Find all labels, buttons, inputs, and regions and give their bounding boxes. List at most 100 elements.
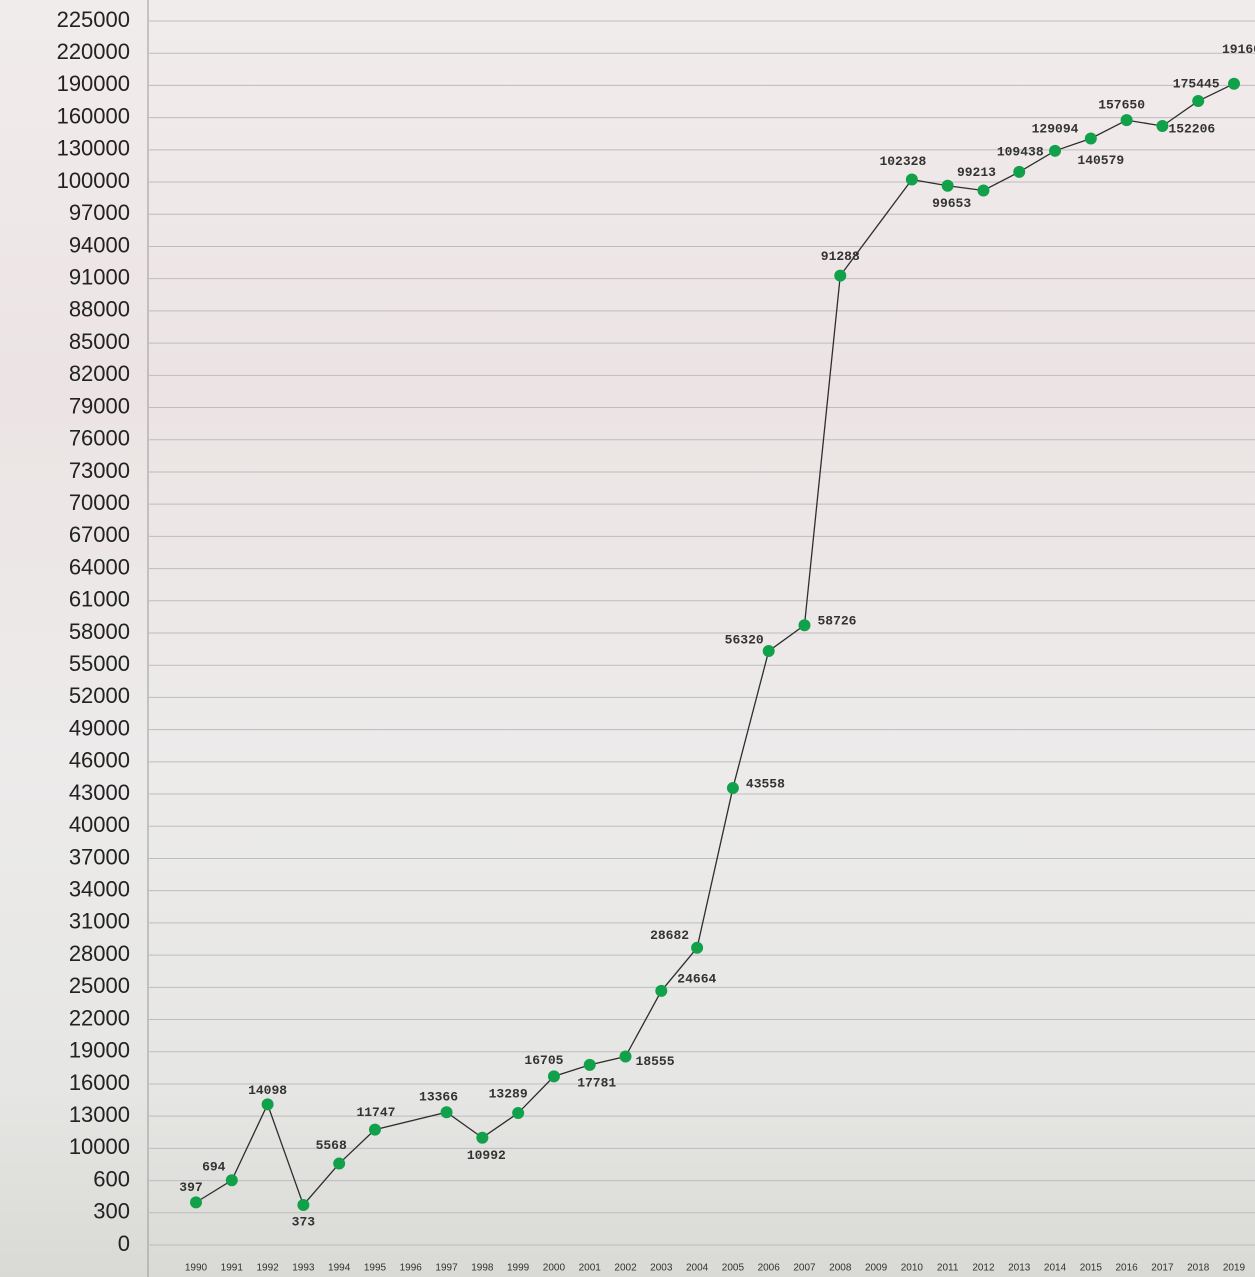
- data-label: 91288: [821, 249, 860, 264]
- y-tick-label: 43000: [69, 780, 130, 805]
- x-tick-label: 2018: [1187, 1263, 1210, 1274]
- point: [941, 179, 954, 192]
- x-tick-label: 1991: [221, 1263, 244, 1274]
- y-tick-label: 28000: [69, 941, 130, 966]
- x-tick-label: 2008: [829, 1263, 852, 1274]
- y-tick-label: 16000: [69, 1070, 130, 1095]
- y-tick-label: 130000: [57, 136, 130, 161]
- y-tick-label: 88000: [69, 297, 130, 322]
- x-tick-label: 1996: [400, 1263, 423, 1274]
- y-tick-label: 225000: [57, 7, 130, 32]
- point: [1084, 132, 1097, 145]
- y-tick-label: 79000: [69, 393, 130, 418]
- data-label: 694: [202, 1160, 226, 1175]
- y-tick-label: 300: [93, 1199, 130, 1224]
- point: [726, 782, 739, 795]
- data-label: 5568: [316, 1138, 347, 1153]
- x-tick-label: 1994: [328, 1263, 351, 1274]
- point: [512, 1107, 525, 1120]
- point: [905, 173, 918, 186]
- point: [261, 1098, 274, 1111]
- x-tick-label: 2014: [1044, 1263, 1067, 1274]
- y-tick-label: 600: [93, 1166, 130, 1191]
- point: [691, 941, 704, 954]
- x-tick-label: 2013: [1008, 1263, 1031, 1274]
- line: [195, 83, 1235, 1207]
- point: [1049, 144, 1062, 157]
- y-tick-label: 49000: [69, 715, 130, 740]
- x-tick-label: 2006: [758, 1263, 781, 1274]
- point: [368, 1123, 381, 1136]
- data-label: 56320: [725, 632, 764, 647]
- x-tick-label: 2003: [650, 1263, 673, 1274]
- y-tick-label: 190000: [57, 71, 130, 96]
- y-tick-label: 19000: [69, 1038, 130, 1063]
- point: [762, 645, 775, 658]
- data-label: 397: [179, 1180, 202, 1195]
- y-tick-label: 67000: [69, 522, 130, 547]
- point: [1228, 77, 1240, 90]
- point: [440, 1106, 453, 1119]
- y-tick-label: 220000: [57, 39, 130, 64]
- data-label: 157650: [1098, 98, 1145, 113]
- y-tick-label: 97000: [69, 200, 130, 225]
- data-label: 373: [292, 1214, 316, 1229]
- data-label: 191600: [1222, 42, 1255, 57]
- point: [655, 984, 668, 997]
- point: [476, 1131, 489, 1144]
- data-label: 152206: [1168, 121, 1215, 136]
- x-tick-label: 2007: [793, 1263, 816, 1274]
- data-label: 129094: [1032, 121, 1079, 136]
- y-tick-label: 46000: [69, 748, 130, 773]
- data-label: 58726: [817, 614, 856, 629]
- point: [1156, 119, 1169, 132]
- point: [834, 269, 847, 282]
- y-tick-label: 100000: [57, 168, 130, 193]
- data-label: 28682: [650, 928, 689, 943]
- point: [977, 184, 990, 197]
- y-tick-label: 70000: [69, 490, 130, 515]
- y-tick-label: 82000: [69, 361, 130, 386]
- point: [798, 619, 811, 632]
- x-tick-label: 1998: [471, 1263, 494, 1274]
- x-tick-label: 2004: [686, 1263, 709, 1274]
- data-label: 13289: [489, 1086, 528, 1101]
- x-tick-label: 1997: [435, 1263, 458, 1274]
- data-label: 43558: [746, 776, 785, 791]
- point: [190, 1196, 202, 1209]
- y-tick-label: 0: [118, 1231, 130, 1256]
- point: [297, 1198, 310, 1211]
- x-tick-label: 2017: [1151, 1263, 1174, 1274]
- data-label: 24664: [677, 971, 716, 986]
- y-tick-label: 10000: [69, 1134, 130, 1159]
- data-label: 17781: [577, 1075, 616, 1090]
- y-tick-label: 31000: [69, 909, 130, 934]
- data-label: 13366: [419, 1090, 458, 1105]
- data-label: 10992: [467, 1148, 506, 1163]
- point: [1192, 95, 1205, 108]
- x-tick-label: 2012: [972, 1263, 995, 1274]
- x-tick-label: 2019: [1223, 1263, 1246, 1274]
- y-tick-label: 34000: [69, 876, 130, 901]
- x-tick-label: 1992: [256, 1263, 279, 1274]
- y-tick-label: 61000: [69, 587, 130, 612]
- x-tick-label: 2015: [1080, 1263, 1103, 1274]
- point: [619, 1050, 632, 1063]
- x-tick-label: 1993: [292, 1263, 315, 1274]
- x-tick-label: 1990: [185, 1263, 208, 1274]
- data-label: 16705: [524, 1053, 563, 1068]
- point: [547, 1070, 560, 1083]
- y-tick-label: 73000: [69, 458, 130, 483]
- y-tick-label: 64000: [69, 554, 130, 579]
- y-tick-label: 76000: [69, 426, 130, 451]
- data-label: 175445: [1173, 76, 1220, 91]
- data-label: 14098: [248, 1083, 287, 1098]
- point: [333, 1157, 346, 1170]
- data-label: 109438: [997, 144, 1044, 159]
- y-tick-label: 85000: [69, 329, 130, 354]
- x-tick-label: 1999: [507, 1263, 530, 1274]
- y-tick-label: 13000: [69, 1102, 130, 1127]
- data-label: 18555: [636, 1054, 675, 1069]
